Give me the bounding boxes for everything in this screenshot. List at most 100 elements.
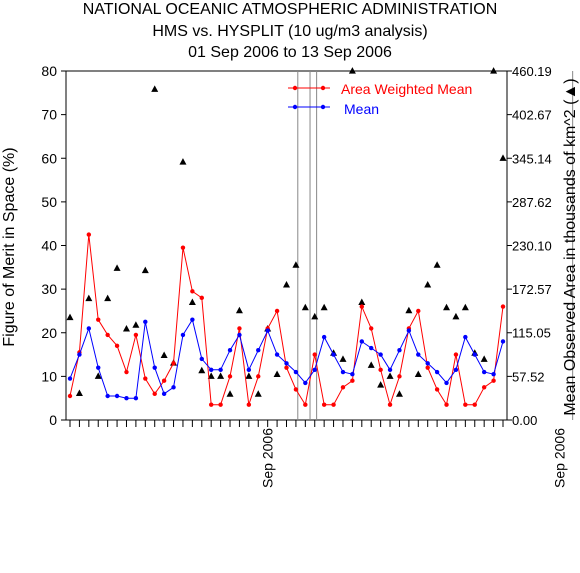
area-weighted-mean-point <box>274 308 280 314</box>
area-weighted-mean-point <box>416 308 421 314</box>
mean-point <box>133 395 139 401</box>
area-triangle-point <box>273 370 281 377</box>
area-triangle-point <box>405 306 413 314</box>
mean-point <box>284 361 289 366</box>
mean-point <box>218 367 223 373</box>
area-weighted-mean-point <box>369 326 374 331</box>
area-triangle-point <box>94 372 102 379</box>
mean-point <box>463 334 468 340</box>
mean-point <box>425 361 430 366</box>
title-line-3: 01 Sep 2006 to 13 Sep 2006 <box>188 44 392 61</box>
mean-point <box>378 352 383 357</box>
area-weighted-mean-point <box>293 387 299 392</box>
mean-point <box>387 367 393 373</box>
left-tick-label: 80 <box>41 63 57 79</box>
mean-point <box>491 371 496 377</box>
legend-label-area-weighted-mean: Area Weighted Mean <box>341 81 472 97</box>
right-tick-label: 172.57 <box>512 282 552 297</box>
right-tick-label: 115.05 <box>512 326 551 341</box>
area-triangle-point <box>433 261 441 268</box>
mean-point <box>208 367 214 373</box>
area-triangle-point <box>348 67 356 74</box>
area-weighted-mean-point <box>340 385 346 390</box>
area-weighted-mean-line <box>69 234 504 407</box>
mean-point <box>199 356 204 362</box>
mean-point <box>303 380 308 386</box>
right-tick-label: 57.52 <box>512 369 545 384</box>
chart-title: NATIONAL OCEANIC ATMOSPHERIC ADMINISTRAT… <box>83 1 498 61</box>
mean-point <box>227 348 233 353</box>
mean-point <box>444 380 449 386</box>
area-triangle-point <box>151 85 159 92</box>
area-triangle-point <box>188 298 196 305</box>
area-triangle-point <box>292 261 300 268</box>
area-triangle-point <box>160 351 168 359</box>
mean-point <box>180 332 186 338</box>
legend: Area Weighted Mean Mean <box>288 81 472 117</box>
area-weighted-mean-point <box>425 365 430 370</box>
mean-point <box>105 393 110 399</box>
legend-marker-area-weighted-mean-2 <box>320 85 326 91</box>
right-axis-title: Mean Observed Area in thousands of km^2 … <box>562 78 579 415</box>
area-triangle-point <box>207 372 215 379</box>
mean-point <box>406 328 412 333</box>
mean-point <box>472 352 477 357</box>
area-triangle-point <box>283 281 290 288</box>
area-weighted-mean-point <box>256 374 261 379</box>
left-tick-label: 40 <box>41 238 57 254</box>
area-triangle-point <box>424 281 432 288</box>
mean-point <box>86 326 92 331</box>
legend-marker-mean <box>292 104 298 110</box>
legend-label-mean: Mean <box>344 101 379 117</box>
mean-point <box>143 319 148 325</box>
area-triangle-point <box>245 372 253 379</box>
mean-point <box>152 365 157 370</box>
x-tick-label: Sep 2006 <box>551 428 567 488</box>
area-weighted-mean-point <box>190 289 195 294</box>
area-triangle-point <box>104 294 112 302</box>
area-triangle-point <box>141 266 149 274</box>
area-weighted-mean-point <box>472 402 477 407</box>
area-triangle-point <box>320 303 328 311</box>
mean-point <box>77 352 82 357</box>
line-series <box>67 232 506 407</box>
area-weighted-mean-point <box>246 402 252 407</box>
mean-point <box>453 367 459 373</box>
area-weighted-mean-point <box>359 304 365 309</box>
area-triangle-point <box>480 355 488 362</box>
area-triangle-point <box>122 324 130 332</box>
left-y-axis: 0 10 20 30 40 50 60 70 80 <box>41 63 66 428</box>
area-triangle-point <box>414 370 422 377</box>
area-weighted-mean-point <box>67 393 73 399</box>
mean-point <box>124 395 129 401</box>
area-triangle-point <box>66 313 74 321</box>
area-weighted-mean-point <box>321 402 327 407</box>
mean-point <box>171 385 176 390</box>
area-weighted-mean-point <box>133 332 139 338</box>
area-triangle-point <box>217 372 225 379</box>
left-tick-label: 60 <box>41 150 57 166</box>
area-triangle-point <box>132 321 140 328</box>
area-triangle-point <box>490 67 498 74</box>
mean-point <box>256 348 261 353</box>
mean-point <box>67 376 73 381</box>
right-tick-label: 345.14 <box>512 151 552 166</box>
mean-point <box>369 345 374 351</box>
title-line-2: HMS vs. HYSPLIT (10 ug/m3 analysis) <box>152 23 427 40</box>
legend-marker-area-weighted-mean <box>292 85 298 91</box>
mean-point <box>359 339 365 344</box>
mean-point <box>161 391 167 397</box>
left-tick-label: 30 <box>41 281 57 297</box>
area-weighted-mean-point <box>481 385 487 390</box>
area-weighted-mean-point <box>161 378 167 383</box>
right-tick-label: 287.62 <box>512 195 552 210</box>
left-axis-title: Figure of Merit in Space (%) <box>1 147 18 346</box>
area-triangle-point <box>339 355 347 362</box>
left-tick-label: 10 <box>41 368 57 384</box>
mean-point <box>96 365 101 370</box>
area-weighted-mean-point <box>199 295 204 301</box>
area-triangle-point <box>452 312 460 320</box>
area-triangle-point <box>395 390 403 397</box>
area-triangle-point <box>198 366 206 374</box>
area-triangle-point <box>499 154 507 161</box>
